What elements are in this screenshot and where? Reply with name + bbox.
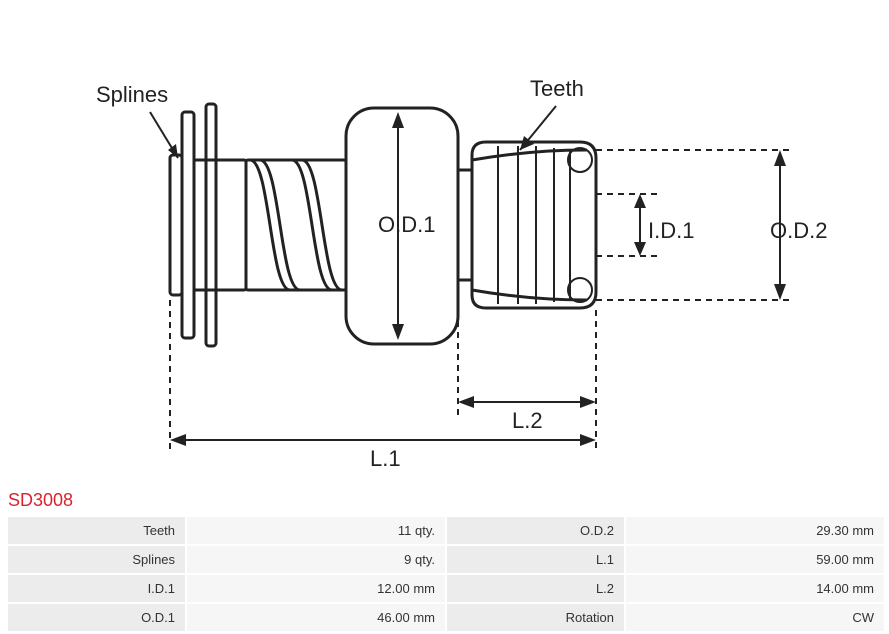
label-od2: O.D.2 <box>770 218 827 243</box>
spec-key: O.D.2 <box>447 517 624 544</box>
label-od1: O.D.1 <box>378 212 435 237</box>
table-row: Teeth 11 qty. O.D.2 29.30 mm <box>8 517 884 544</box>
table-row: Splines 9 qty. L.1 59.00 mm <box>8 546 884 573</box>
spec-key: O.D.1 <box>8 604 185 631</box>
spec-key: L.1 <box>447 546 624 573</box>
spec-key: L.2 <box>447 575 624 602</box>
label-id1: I.D.1 <box>648 218 694 243</box>
label-l2: L.2 <box>512 408 543 433</box>
label-splines: Splines <box>96 82 168 107</box>
page-root: Splines Teeth O.D.1 I.D.1 <box>0 0 889 633</box>
spec-value: 46.00 mm <box>187 604 445 631</box>
spec-key: Rotation <box>447 604 624 631</box>
spec-key: I.D.1 <box>8 575 185 602</box>
table-row: O.D.1 46.00 mm Rotation CW <box>8 604 884 631</box>
spec-value: 9 qty. <box>187 546 445 573</box>
spec-value: 29.30 mm <box>626 517 884 544</box>
spec-value: CW <box>626 604 884 631</box>
label-l1: L.1 <box>370 446 401 471</box>
spec-value: 12.00 mm <box>187 575 445 602</box>
table-row: I.D.1 12.00 mm L.2 14.00 mm <box>8 575 884 602</box>
spec-value: 14.00 mm <box>626 575 884 602</box>
spec-table: Teeth 11 qty. O.D.2 29.30 mm Splines 9 q… <box>6 515 886 633</box>
technical-diagram: Splines Teeth O.D.1 I.D.1 <box>0 0 889 490</box>
spec-key: Splines <box>8 546 185 573</box>
label-teeth: Teeth <box>530 76 584 101</box>
spec-key: Teeth <box>8 517 185 544</box>
part-number: SD3008 <box>0 490 889 515</box>
spec-value: 11 qty. <box>187 517 445 544</box>
spec-value: 59.00 mm <box>626 546 884 573</box>
